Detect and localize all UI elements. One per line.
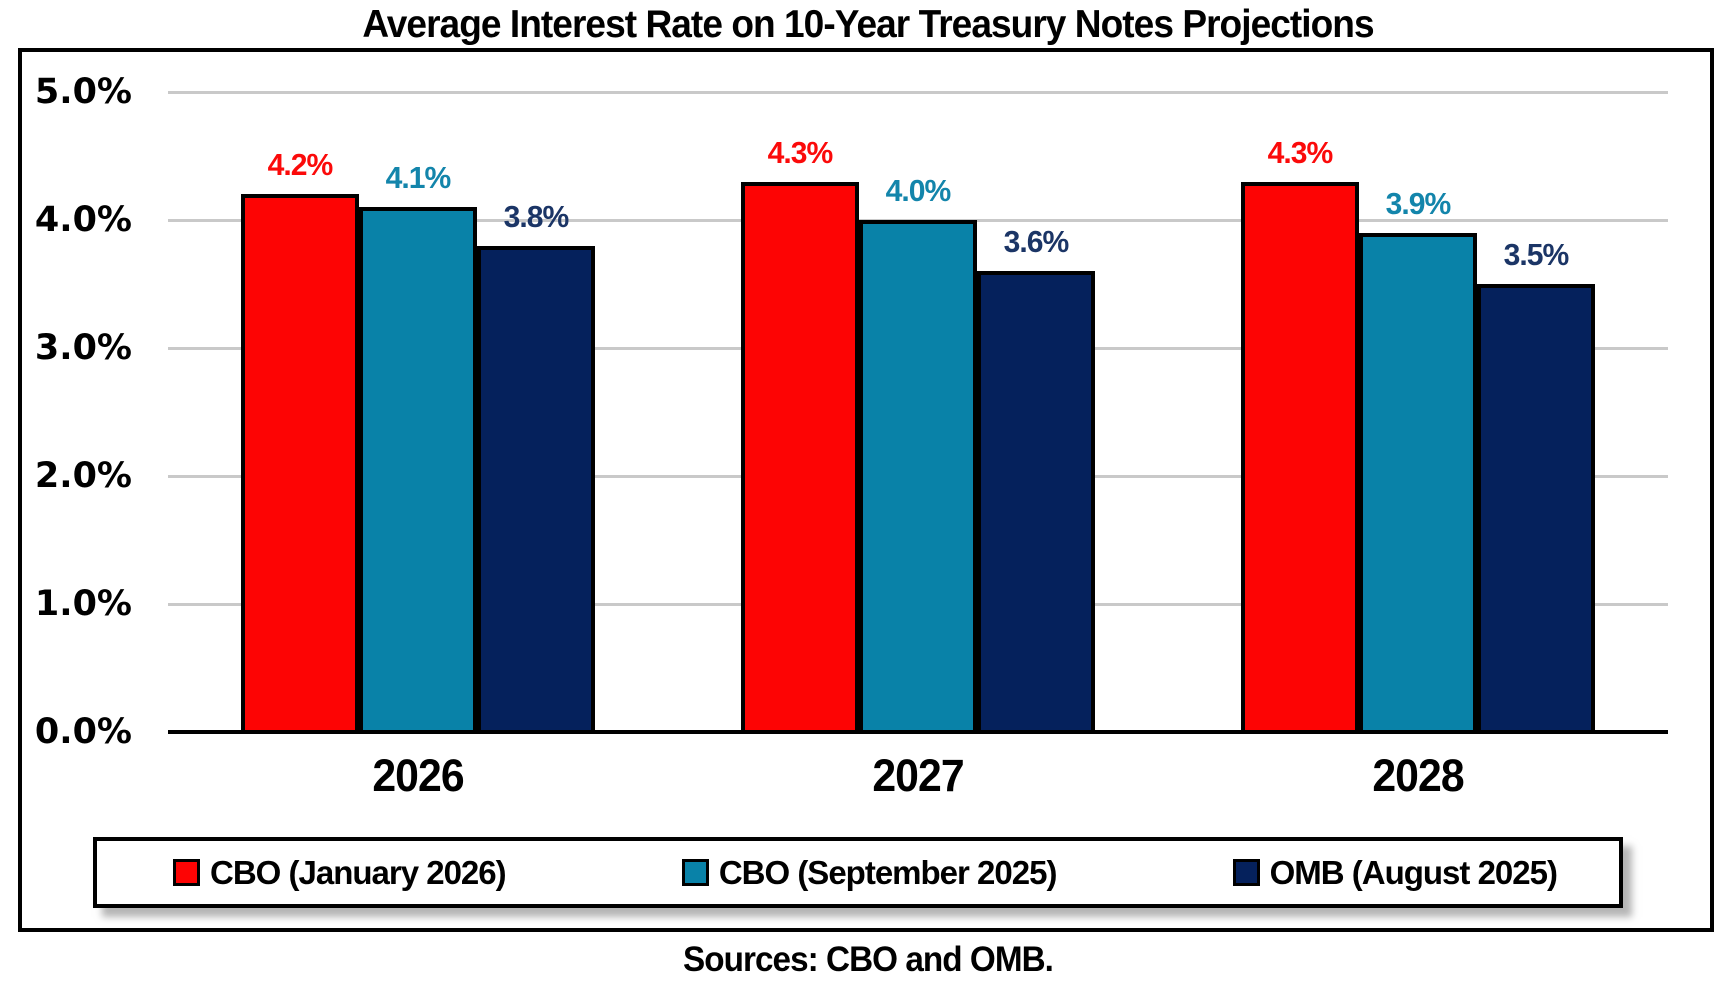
bar-value-label: 3.5% — [1503, 237, 1570, 272]
bar-value-label: 3.9% — [1385, 185, 1452, 221]
bar-value-label: 3.6% — [1003, 224, 1070, 260]
bar-cbo-september-2025-2028 — [1359, 232, 1477, 734]
y-axis-tick-label: 4.0% — [34, 200, 132, 240]
legend-item: CBO (January 2026) — [173, 853, 507, 892]
y-axis-tick-label: 5.0% — [34, 72, 132, 112]
y-axis-tick-label: 1.0% — [34, 584, 132, 624]
bar-value-label: 4.2% — [267, 147, 334, 183]
chart-title: Average Interest Rate on 10-Year Treasur… — [362, 3, 1374, 46]
y-axis-tick-label: 3.0% — [34, 328, 132, 368]
legend-item: OMB (August 2025) — [1232, 853, 1558, 892]
legend: CBO (January 2026) CBO (September 2025) OM… — [93, 837, 1623, 908]
legend-swatch-icon — [173, 859, 200, 886]
source-note: Sources: CBO and OMB. — [683, 940, 1054, 979]
x-axis-category-label: 2028 — [1372, 750, 1464, 801]
bar-omb-august-2025-2026 — [477, 245, 595, 734]
bar-value-label: 4.3% — [767, 134, 834, 170]
bar-cbo-january-2026-2027 — [741, 181, 859, 734]
gridline — [168, 91, 1668, 94]
bar-cbo-january-2026-2028 — [1241, 181, 1359, 734]
bar-value-label: 4.3% — [1267, 134, 1334, 170]
bar-value-label: 4.1% — [385, 160, 452, 196]
bar-omb-august-2025-2027 — [977, 271, 1095, 734]
legend-item: CBO (September 2025) — [681, 853, 1058, 892]
legend-item-label: OMB (August 2025) — [1269, 853, 1558, 891]
y-axis-tick-label: 0.0% — [34, 712, 132, 752]
legend-item-label: CBO (January 2026) — [210, 853, 507, 891]
legend-swatch-icon — [681, 859, 709, 886]
bar-omb-august-2025-2028 — [1477, 284, 1595, 734]
legend-swatch-icon — [1232, 859, 1260, 886]
bar-cbo-january-2026-2026 — [241, 194, 359, 734]
bar-cbo-september-2025-2026 — [359, 207, 477, 734]
legend-item-label: CBO (September 2025) — [718, 853, 1058, 891]
bar-cbo-september-2025-2027 — [859, 220, 977, 734]
bar-value-label: 4.0% — [885, 173, 952, 208]
y-axis-tick-label: 2.0% — [34, 456, 132, 496]
bar-value-label: 3.8% — [503, 198, 570, 234]
x-axis-category-label: 2027 — [872, 750, 964, 801]
x-axis-category-label: 2026 — [372, 750, 464, 801]
x-axis-line — [168, 730, 1668, 734]
